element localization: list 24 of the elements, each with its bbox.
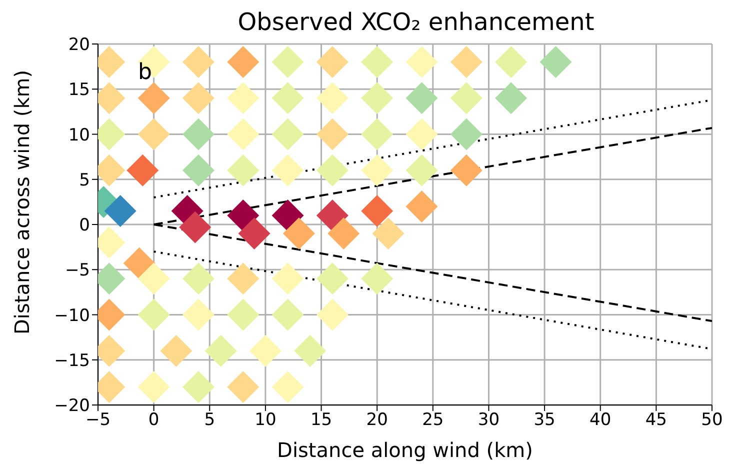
y-tick-label: −20 <box>54 396 90 416</box>
annotation: b <box>138 60 152 85</box>
y-tick-label: 15 <box>68 80 90 100</box>
x-tick-label: 30 <box>478 410 500 430</box>
x-axis-title: Distance along wind (km) <box>277 438 533 462</box>
chart-title: Observed XCO₂ enhancement <box>238 8 594 36</box>
x-tick-label: 45 <box>645 410 667 430</box>
y-tick-label: 0 <box>79 216 90 236</box>
x-tick-label: 25 <box>422 410 444 430</box>
y-tick-label: −15 <box>54 350 90 371</box>
y-tick-label: 20 <box>68 35 90 56</box>
y-tick-label: −5 <box>64 260 90 281</box>
x-tick-label: 35 <box>534 410 556 430</box>
x-tick-label: 10 <box>254 410 276 430</box>
x-tick-label: 50 <box>701 410 723 430</box>
x-tick-label: 15 <box>310 410 332 430</box>
y-tick-label: −10 <box>54 306 90 326</box>
x-tick-label: 40 <box>590 410 612 430</box>
y-tick-label: 10 <box>68 125 90 146</box>
x-tick-label: 5 <box>204 410 216 430</box>
y-axis-title: Distance across wind (km) <box>10 70 34 334</box>
y-tick-label: 5 <box>79 170 90 190</box>
x-tick-label: 20 <box>366 410 388 430</box>
x-tick-label: 0 <box>148 410 160 430</box>
